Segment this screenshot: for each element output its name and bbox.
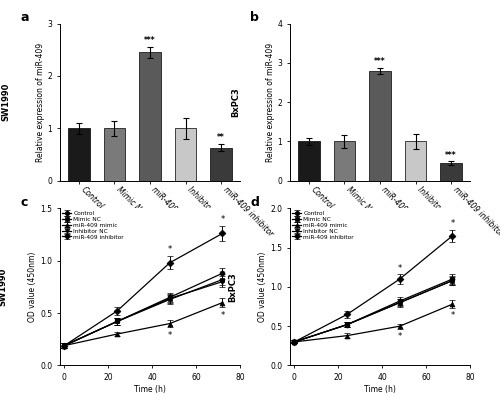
Text: BxPC3: BxPC3 — [228, 272, 237, 302]
Text: BxPC3: BxPC3 — [232, 87, 240, 117]
Legend: Control, Mimic NC, miR-409 mimic, Inhibitor NC, miR-409 inhibitor: Control, Mimic NC, miR-409 mimic, Inhibi… — [62, 210, 124, 240]
Bar — [68, 129, 90, 181]
Bar — [405, 141, 426, 181]
X-axis label: Time (h): Time (h) — [364, 385, 396, 393]
Bar — [440, 163, 462, 181]
Bar — [175, 129, 196, 181]
Text: ***: *** — [446, 151, 457, 160]
Text: *: * — [450, 311, 454, 320]
Text: *: * — [168, 245, 172, 254]
Bar — [370, 71, 390, 181]
Text: *: * — [220, 311, 224, 320]
Text: *: * — [220, 215, 224, 224]
Y-axis label: Relative expression of miR-409: Relative expression of miR-409 — [266, 42, 274, 162]
Text: a: a — [20, 11, 29, 24]
Bar — [104, 129, 125, 181]
Text: *: * — [168, 331, 172, 340]
Bar — [210, 148, 232, 181]
Legend: Control, Mimic NC, miR-409 mimic, Inhibitor NC, miR-409 inhibitor: Control, Mimic NC, miR-409 mimic, Inhibi… — [292, 210, 354, 240]
Text: *: * — [398, 264, 402, 273]
Bar — [334, 141, 355, 181]
Text: ***: *** — [144, 36, 156, 45]
Y-axis label: OD value (450nm): OD value (450nm) — [28, 252, 38, 322]
X-axis label: Time (h): Time (h) — [134, 385, 166, 393]
Text: SW1990: SW1990 — [2, 83, 11, 121]
Bar — [140, 52, 160, 181]
Text: d: d — [250, 196, 260, 209]
Text: ***: *** — [374, 57, 386, 66]
Bar — [298, 141, 320, 181]
Text: SW1990: SW1990 — [0, 268, 7, 306]
Text: c: c — [20, 196, 28, 209]
Text: **: ** — [218, 133, 225, 142]
Text: *: * — [398, 332, 402, 341]
Text: b: b — [250, 11, 260, 24]
Y-axis label: OD value (450nm): OD value (450nm) — [258, 252, 268, 322]
Text: *: * — [450, 219, 454, 228]
Y-axis label: Relative expression of miR-409: Relative expression of miR-409 — [36, 42, 44, 162]
